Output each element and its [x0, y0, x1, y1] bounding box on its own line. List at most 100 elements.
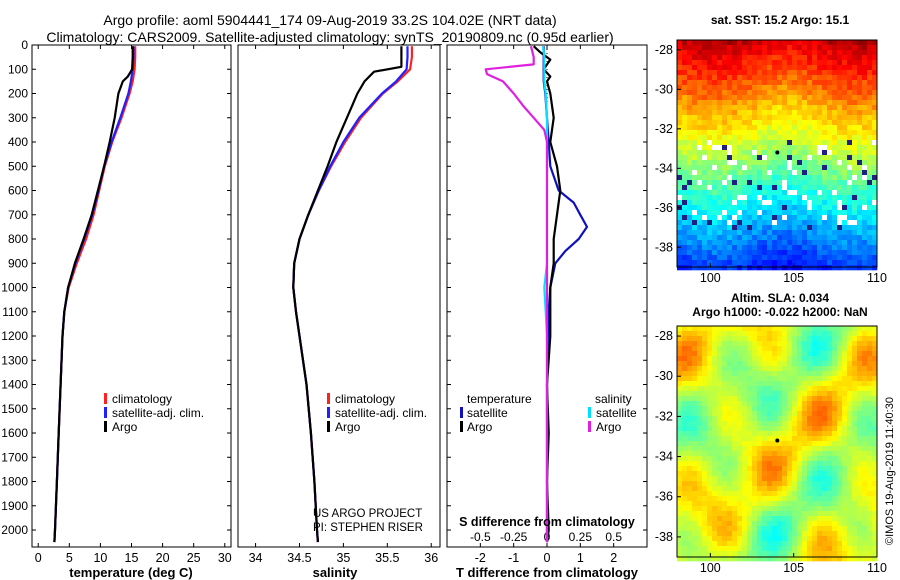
map-cell	[807, 391, 813, 397]
map-cell	[857, 391, 863, 397]
map-cell	[682, 150, 688, 156]
map-cell	[682, 50, 688, 56]
map-cell	[712, 205, 718, 211]
map-cell	[697, 110, 703, 116]
map-cell	[782, 376, 788, 382]
map-cell	[722, 356, 728, 362]
map-cell	[712, 481, 718, 487]
map-cell	[802, 471, 808, 477]
map-cell	[852, 391, 858, 397]
map-cell	[832, 416, 838, 422]
map-cell	[802, 346, 808, 352]
map-cell	[812, 366, 818, 372]
map-cell	[762, 250, 768, 256]
map-cell	[837, 471, 843, 477]
map-cell	[817, 396, 823, 402]
map-cell	[737, 406, 743, 412]
map-cell	[767, 110, 773, 116]
map-cell	[792, 501, 798, 507]
map-cell	[682, 551, 688, 557]
map-cell	[837, 120, 843, 126]
map-cell	[822, 411, 828, 417]
map-cell	[772, 245, 778, 251]
map-cell	[827, 346, 833, 352]
map-cell	[857, 386, 863, 392]
map-cell	[797, 411, 803, 417]
map-cell	[792, 346, 798, 352]
map-cell	[722, 140, 728, 146]
map-cell	[812, 110, 818, 116]
map-cell	[872, 541, 878, 547]
map-cell	[782, 50, 788, 56]
map-cell	[762, 496, 768, 502]
map-cell	[807, 235, 813, 241]
map-cell	[712, 416, 718, 422]
map-cell	[872, 556, 878, 562]
map-cell	[712, 326, 718, 332]
map-cell	[732, 441, 738, 447]
map-cell	[697, 516, 703, 522]
map-cell	[692, 396, 698, 402]
map-cell	[762, 265, 768, 271]
map-cell	[792, 40, 798, 46]
map-cell	[707, 155, 713, 161]
map-cell	[757, 326, 763, 332]
map-cell	[827, 150, 833, 156]
map-cell	[727, 406, 733, 412]
map-cell	[702, 551, 708, 557]
map-cell	[712, 40, 718, 46]
map-cell	[822, 155, 828, 161]
map-cell	[682, 180, 688, 186]
map-frame	[676, 325, 878, 558]
map-cell	[842, 431, 848, 437]
map-cell	[772, 185, 778, 191]
map-cell	[862, 125, 868, 131]
map-cell	[812, 521, 818, 527]
map-cell	[687, 526, 693, 532]
map-cell	[767, 371, 773, 377]
map-cell	[682, 175, 688, 181]
map-cell	[702, 346, 708, 352]
map-cell	[677, 511, 683, 517]
map-cell	[762, 456, 768, 462]
map-cell	[792, 376, 798, 382]
map-cell	[827, 230, 833, 236]
map-cell	[867, 541, 873, 547]
map-cell	[737, 260, 743, 266]
map-cell	[802, 381, 808, 387]
map-cell	[707, 265, 713, 271]
map-cell	[752, 215, 758, 221]
map-cell	[787, 466, 793, 472]
map-cell	[782, 195, 788, 201]
map-cell	[767, 260, 773, 266]
map-cell	[782, 170, 788, 176]
map-cell	[752, 235, 758, 241]
map-cell	[777, 516, 783, 522]
map-cell	[862, 531, 868, 537]
map-cell	[857, 366, 863, 372]
map-cell	[862, 421, 868, 427]
map-cell	[697, 120, 703, 126]
map-cell	[797, 130, 803, 136]
map-cell	[747, 110, 753, 116]
map-cell	[732, 220, 738, 226]
map-cell	[742, 175, 748, 181]
map-cell	[702, 401, 708, 407]
map-cell	[762, 90, 768, 96]
map-cell	[727, 341, 733, 347]
map-cell	[677, 55, 683, 61]
map-cell	[802, 466, 808, 472]
map-cell	[782, 341, 788, 347]
map-cell	[832, 115, 838, 121]
map-cell	[697, 235, 703, 241]
map-cell	[857, 556, 863, 562]
map-cell	[842, 441, 848, 447]
map-cell	[742, 526, 748, 532]
map-cell	[767, 386, 773, 392]
map-cell	[707, 346, 713, 352]
map-cell	[712, 60, 718, 66]
map-cell	[707, 426, 713, 432]
map-cell	[737, 165, 743, 171]
map-cell	[747, 60, 753, 66]
map-cell	[797, 541, 803, 547]
